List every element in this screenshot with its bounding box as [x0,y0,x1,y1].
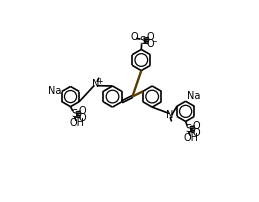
Text: S: S [139,36,145,46]
Text: O: O [147,39,155,48]
Text: O: O [130,32,138,42]
Text: Na: Na [187,91,200,101]
Text: N: N [92,79,100,89]
Text: O: O [79,106,86,116]
Text: OH: OH [183,133,198,143]
Text: S: S [71,109,77,119]
Text: O: O [193,128,200,138]
Text: S: S [185,124,191,134]
Text: O: O [193,121,200,131]
Text: O: O [147,32,155,42]
Text: N: N [166,110,174,120]
Text: +: + [96,77,102,86]
Text: OH: OH [69,118,84,128]
Text: −: − [152,39,157,45]
Text: O: O [79,113,86,123]
Text: Na: Na [48,86,61,96]
